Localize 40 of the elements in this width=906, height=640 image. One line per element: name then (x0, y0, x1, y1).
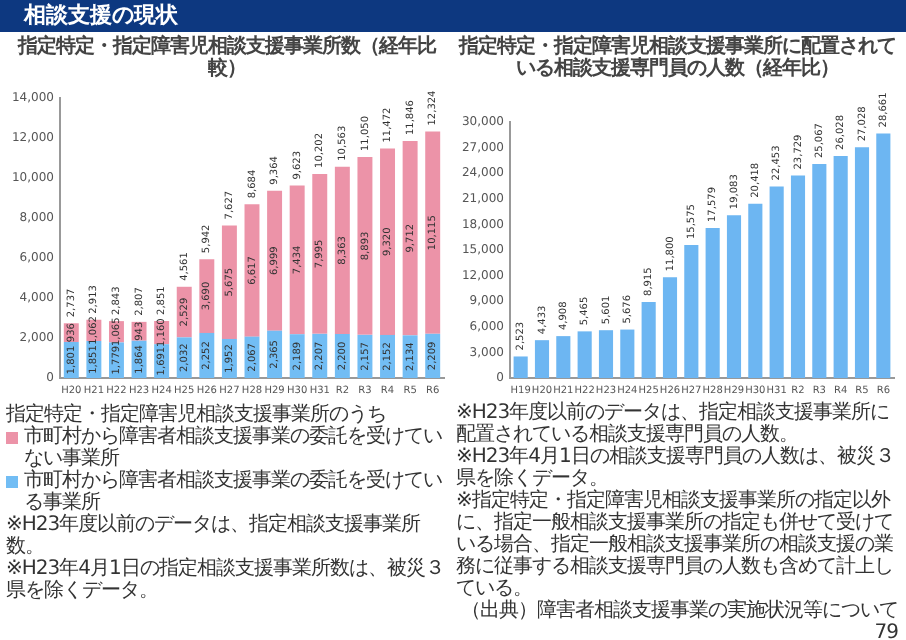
text: ※指定特定・指定障害児相談支援事業所の指定以外に、指定一般相談支援事業所の指定も併せて受けている場合、指定一般相談支援事業所の相談支援の業務に従事する相談支援専門員の人数も含めて計上している。 (456, 490, 895, 600)
bar (620, 329, 635, 378)
bar (402, 141, 418, 336)
bar (289, 185, 305, 335)
text: ※H23年4月1日の指定相談支援事業所数は、被災３県を除くデータ。 (6, 558, 446, 602)
text: ※H23年度以前のデータは、指定相談支援事業所に配置されている相談支援専門員の人数。 (456, 402, 892, 446)
bar (790, 175, 806, 378)
bar (556, 336, 571, 378)
chart-subtitle: 指定特定・指定障害児相談支援事業所数（経年比較） (15, 36, 439, 80)
bar (380, 148, 396, 335)
bar (425, 131, 441, 334)
bar (684, 245, 699, 378)
chart-title: 相談支援の現状 (0, 0, 906, 32)
bar (534, 340, 550, 378)
bar (221, 225, 237, 339)
legend-label: 市町村から障害者相談支援事業の委託を受けていない事業所 (24, 426, 444, 470)
bar (267, 190, 283, 331)
bar (641, 301, 656, 378)
bar (357, 157, 373, 335)
bar (577, 331, 592, 378)
text: ※H23年4月1日の相談支援専門員の人数は、被災３県を除くデータ。 (456, 446, 896, 490)
bar (854, 147, 870, 378)
bar (769, 186, 784, 378)
chart-title: 指定特定・指定障害児相談支援事業所に配置されている相談支援専門員の人数（経年比） (456, 36, 898, 80)
bar (876, 133, 891, 378)
bar (598, 330, 614, 378)
bar (812, 164, 827, 378)
text: （出典）障害者相談支援事業の実施状況等について (459, 600, 898, 622)
bar (726, 215, 742, 378)
legend-title: 指定特定・指定障害児相談支援事業所のうち (6, 404, 388, 426)
bar (833, 155, 848, 378)
text: 79 (872, 622, 898, 640)
text: ※H23年度以前のデータは、指定相談支援事業所数。 (6, 514, 421, 558)
bar (662, 277, 678, 378)
bar (705, 227, 720, 378)
bar (312, 173, 328, 334)
bar (513, 356, 528, 378)
bar (334, 166, 350, 334)
bar (748, 203, 763, 378)
legend-label: 市町村から障害者相談支援事業の委託を受けている事業所 (24, 470, 444, 514)
